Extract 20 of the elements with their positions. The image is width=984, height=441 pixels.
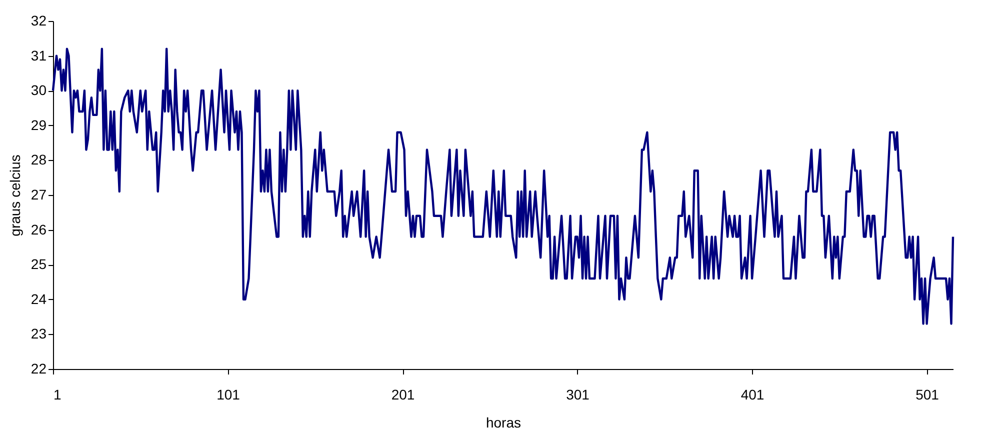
y-tick-label: 28 (30, 152, 47, 168)
y-tick-label: 26 (30, 221, 47, 238)
y-tick-label: 27 (30, 186, 47, 202)
x-tick-label: 301 (566, 386, 590, 402)
y-tick-label: 23 (30, 326, 47, 342)
y-axis-title: graus celcius (6, 154, 23, 236)
y-tick-label: 29 (30, 116, 47, 133)
y-tick-label: 31 (30, 47, 47, 64)
y-tick-label: 30 (30, 82, 47, 98)
y-tick-label: 24 (30, 290, 47, 307)
x-axis-title: horas (486, 414, 522, 430)
x-tick-label: 401 (740, 386, 764, 402)
x-tick-label: 101 (216, 386, 240, 402)
x-tick-label: 201 (391, 386, 415, 402)
y-tick-label: 25 (30, 256, 47, 272)
x-tick-label: 501 (916, 386, 940, 402)
line-series (52, 48, 954, 325)
y-tick-label: 22 (30, 360, 47, 376)
x-tick-label: 1 (54, 386, 62, 402)
y-tick-label: 32 (30, 12, 47, 28)
